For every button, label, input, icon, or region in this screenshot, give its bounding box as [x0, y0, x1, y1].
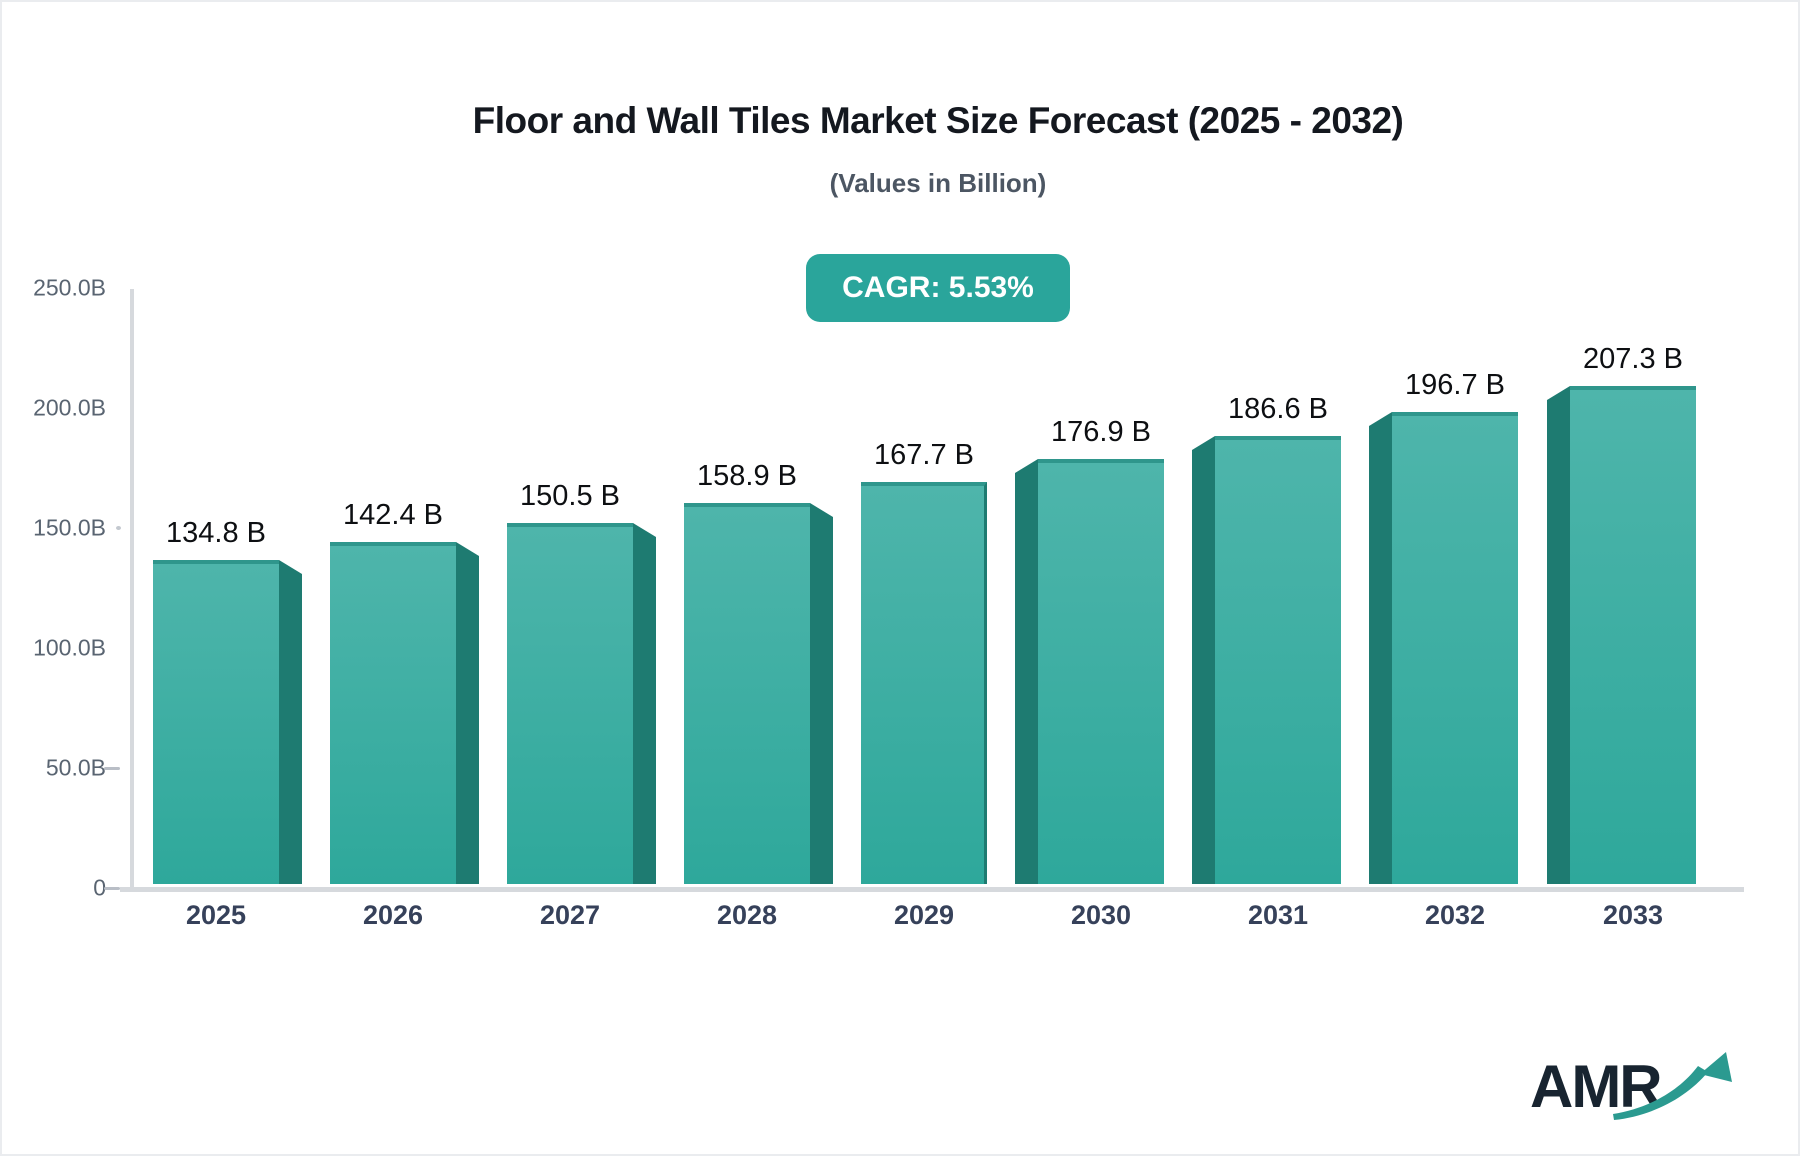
y-tick-label: 200.0B	[33, 394, 106, 421]
bar-2031	[1192, 436, 1341, 884]
y-tick-label: 100.0B	[33, 634, 106, 661]
y-tick-mark	[104, 886, 120, 890]
x-tick-label: 2032	[1424, 900, 1486, 930]
x-tick-label: 2030	[1070, 900, 1132, 930]
x-tick-label: 2029	[893, 900, 955, 930]
bar-2026	[330, 542, 479, 884]
growth-arrow-icon	[1613, 1052, 1732, 1120]
bar-3d-side	[279, 560, 302, 884]
x-tick-label: 2026	[362, 900, 424, 930]
bar-value-label: 142.4 B	[343, 499, 443, 531]
bar-3d-side	[1015, 459, 1038, 884]
y-tick-label: 50.0B	[45, 754, 106, 781]
bar-value-label: 150.5 B	[520, 480, 620, 512]
bar-value-label: 196.7 B	[1405, 369, 1505, 401]
chart-title: Floor and Wall Tiles Market Size Forecas…	[472, 100, 1404, 141]
x-axis-line	[120, 887, 1744, 892]
bar-2028	[684, 503, 833, 884]
bar-3d-side	[456, 542, 479, 884]
bar-2033	[1547, 386, 1696, 884]
bar-value-label: 176.9 B	[1051, 416, 1151, 448]
bar-value-label: 134.8 B	[166, 517, 266, 549]
bar-2030	[1015, 459, 1164, 884]
bar-2025	[153, 560, 302, 884]
x-tick-label: 2028	[716, 900, 778, 930]
y-tick-label: 250.0B	[33, 274, 106, 301]
bar-2029	[861, 482, 987, 884]
bar-2032	[1369, 412, 1518, 884]
y-axis-line	[130, 289, 134, 888]
bar-3d-side	[1369, 412, 1392, 884]
cagr-badge-wrap: CAGR: 5.53%	[132, 254, 1744, 322]
bar-value-label: 207.3 B	[1583, 343, 1683, 375]
y-tick-mark	[116, 526, 121, 530]
chart-subtitle: (Values in Billion)	[829, 168, 1047, 198]
x-tick-label: 2027	[539, 900, 601, 930]
bar-3d-side	[633, 523, 656, 884]
amr-logo: AMR	[1530, 1044, 1740, 1134]
x-tick-label: 2031	[1247, 900, 1309, 930]
y-tick-label: 0	[93, 874, 106, 901]
bar-3d-side	[810, 503, 833, 884]
bar-value-label: 167.7 B	[874, 439, 974, 471]
bar-3d-side	[1192, 436, 1215, 884]
y-tick-label: 150.0B	[33, 514, 106, 541]
x-tick-label: 2025	[185, 900, 247, 930]
bar-value-label: 186.6 B	[1228, 393, 1328, 425]
y-tick-mark	[104, 766, 120, 770]
bar-2027	[507, 523, 656, 884]
bar-3d-side	[1547, 386, 1570, 884]
cagr-badge: CAGR: 5.53%	[806, 254, 1070, 322]
x-tick-label: 2033	[1602, 900, 1664, 930]
bar-value-label: 158.9 B	[697, 460, 797, 492]
